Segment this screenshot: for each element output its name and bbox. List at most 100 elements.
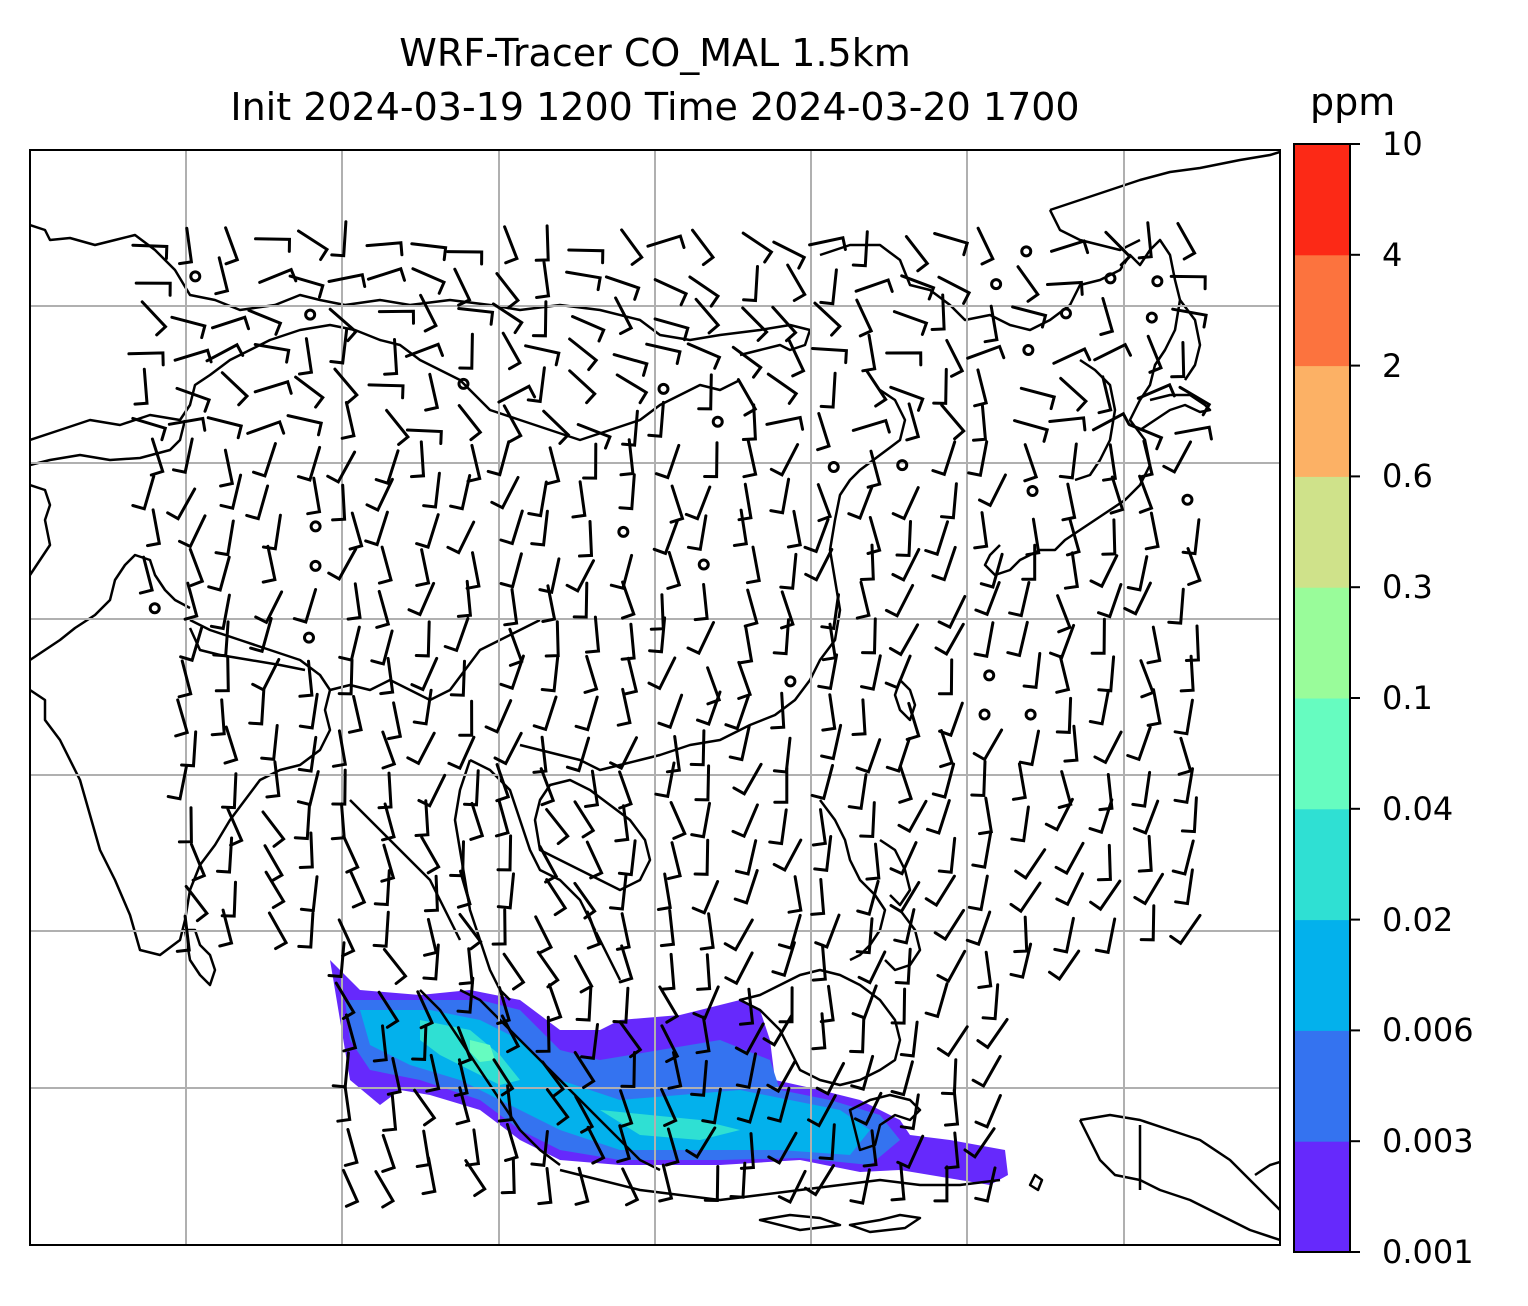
wind-barb (777, 913, 802, 950)
wind-barb (331, 768, 347, 806)
wind-barb (574, 1166, 590, 1206)
wind-barb (205, 342, 245, 363)
wind-barb (178, 514, 207, 549)
wind-barb (492, 1058, 515, 1097)
wind-barb (884, 654, 912, 690)
colorbar-tick-label: 0.1 (1382, 679, 1433, 717)
wind-barb (1101, 518, 1117, 556)
wind-barb (1170, 341, 1186, 379)
wind-barb (1050, 239, 1090, 255)
wind-barb (425, 1053, 441, 1093)
wind-barb (767, 1086, 791, 1123)
wind-barb (861, 333, 877, 373)
wind-barb (645, 342, 682, 365)
wind-barb (465, 1128, 481, 1167)
wind-barb (297, 735, 318, 773)
wind-barb (449, 659, 466, 697)
wind-barb (134, 281, 172, 297)
wind-barb (453, 267, 472, 307)
wind-barb (447, 735, 476, 771)
wind-barb (491, 302, 524, 335)
calm-wind-marker (983, 669, 996, 682)
wind-barb (729, 1161, 747, 1199)
calm-wind-marker (302, 631, 315, 644)
wind-barb (544, 620, 560, 658)
wind-barb (618, 473, 636, 511)
wind-barb (382, 1093, 398, 1132)
wind-barb (1008, 581, 1031, 618)
wind-barb (703, 441, 719, 479)
wind-barb (538, 557, 561, 594)
wind-barb (973, 368, 989, 408)
wind-barb (1137, 221, 1153, 260)
wind-barb (500, 1156, 516, 1195)
wind-barb (1146, 688, 1162, 727)
wind-barb (188, 547, 205, 587)
wind-barb (810, 878, 826, 916)
wind-barb (891, 486, 920, 521)
wind-barb (177, 659, 193, 699)
wind-barb (865, 369, 888, 408)
wind-barb (890, 1163, 906, 1202)
wind-barb (885, 351, 923, 367)
wind-barb (933, 908, 965, 942)
wind-barb (769, 443, 800, 477)
wind-barb (1128, 423, 1164, 451)
wind-barb (855, 917, 874, 955)
wind-barb (220, 880, 237, 918)
wind-barb (811, 808, 827, 847)
wind-barb (486, 440, 511, 477)
wind-barb (568, 369, 597, 405)
wind-barb (905, 701, 921, 741)
wind-barb (939, 729, 954, 769)
wind-barb (573, 881, 597, 920)
wind-barb (247, 308, 283, 336)
wind-barb (1016, 265, 1040, 303)
wind-barb (859, 801, 876, 839)
wind-barb (772, 838, 803, 873)
wind-barb (1146, 334, 1163, 374)
wind-barb (656, 872, 672, 911)
wind-barb (568, 337, 599, 372)
wind-barb (415, 513, 440, 549)
wind-barb (172, 437, 194, 474)
wind-barb (772, 240, 807, 270)
wind-barb (691, 228, 716, 267)
wind-barb (890, 1060, 914, 1097)
wind-barb (508, 627, 524, 667)
colorbar-segment (1294, 1030, 1350, 1142)
wind-barb (413, 1088, 437, 1127)
wind-barb (818, 1123, 836, 1161)
wind-barb (1088, 798, 1114, 835)
wind-barb (327, 273, 367, 288)
wind-barb (1057, 770, 1073, 809)
wind-barb (737, 660, 753, 700)
wind-barb (536, 950, 560, 989)
wind-barb (933, 232, 970, 257)
wind-barb (1009, 942, 1033, 979)
wind-barb (248, 688, 266, 726)
colorbar-segment (1294, 587, 1350, 699)
wind-barb (330, 802, 346, 841)
wind-barb (657, 693, 684, 730)
wind-barb (814, 913, 841, 949)
wind-barb (377, 990, 400, 1029)
wind-barb (212, 620, 230, 658)
wind-barb (410, 656, 439, 692)
wind-barb (1099, 297, 1115, 336)
wind-barb (857, 950, 887, 985)
wind-barb (174, 698, 190, 738)
wind-barb (1052, 347, 1092, 365)
wind-barb (381, 1133, 397, 1173)
wind-barb (527, 480, 548, 518)
wind-barb (821, 693, 837, 732)
wind-barb (694, 764, 711, 802)
wind-barb (574, 1095, 595, 1134)
wind-barb (621, 409, 639, 447)
wind-barb (531, 300, 548, 338)
wind-barb (618, 944, 634, 984)
wind-barb (446, 250, 484, 266)
wind-barb (617, 839, 637, 877)
wind-barb (820, 593, 840, 631)
wind-barb (545, 878, 568, 917)
